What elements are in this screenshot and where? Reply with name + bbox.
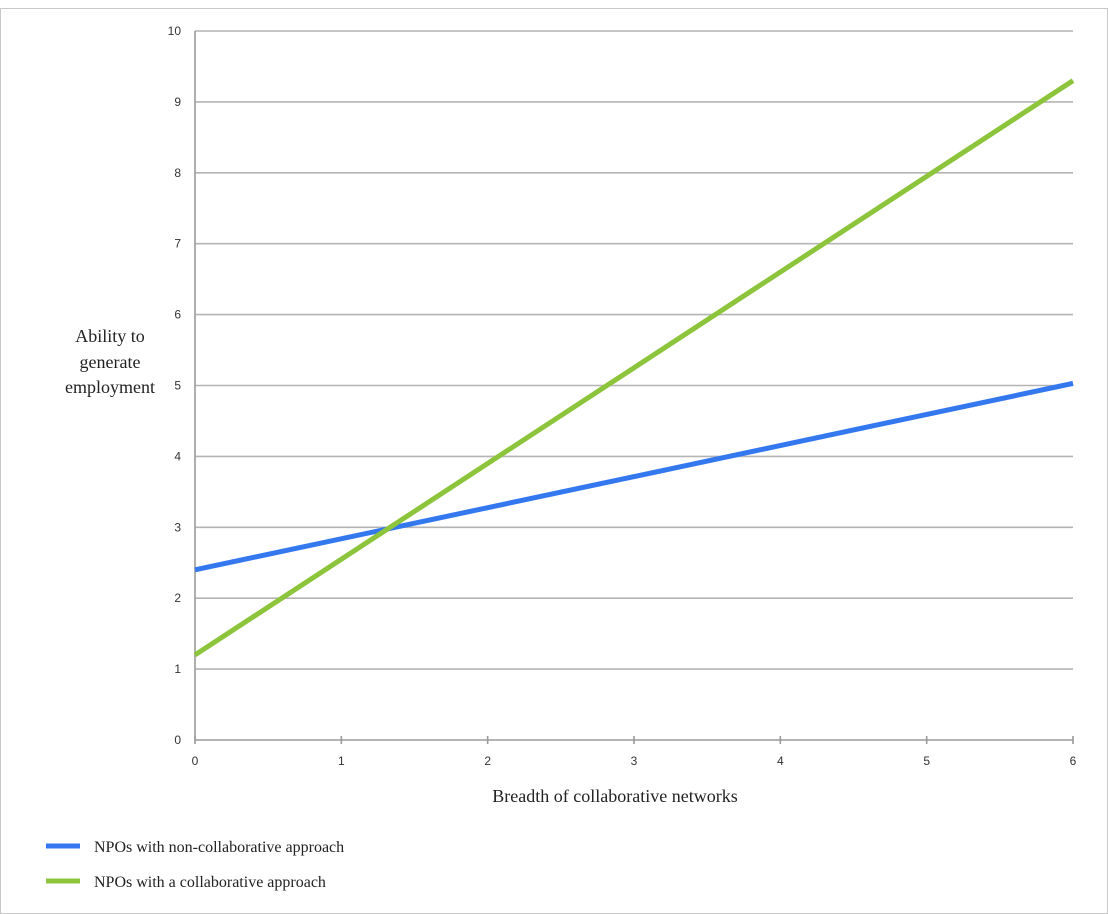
y-axis-ticks: 0 1 2 3 4 5 6 7 8 9 10 (168, 24, 182, 747)
x-axis-ticks: 0 1 2 3 4 5 6 (192, 736, 1077, 768)
y-tick-label: 8 (174, 166, 181, 180)
y-tick-label: 0 (174, 733, 181, 747)
x-tick-label: 3 (631, 754, 638, 768)
legend-label-collaborative: NPOs with a collaborative approach (94, 874, 326, 891)
y-axis-title-line-1: Ability to (75, 326, 145, 346)
y-axis-title-line-3: employment (65, 377, 155, 397)
chart-frame (0, 8, 1108, 914)
y-tick-label: 10 (168, 24, 182, 38)
y-tick-label: 1 (174, 662, 181, 676)
y-axis-title: Ability to generate employment (65, 326, 155, 397)
x-tick-label: 6 (1070, 754, 1077, 768)
grid-lines (195, 30, 1073, 670)
series-lines (193, 78, 1075, 658)
x-tick-label: 5 (923, 754, 930, 768)
x-tick-label: 0 (192, 754, 199, 768)
y-axis-title-line-2: generate (80, 352, 141, 372)
y-tick-label: 4 (174, 449, 181, 463)
x-tick-label: 4 (777, 754, 784, 768)
y-tick-label: 2 (174, 591, 181, 605)
y-tick-label: 6 (174, 308, 181, 322)
x-axis-title: Breadth of collaborative networks (492, 786, 737, 806)
series-line-collaborative (193, 78, 1075, 658)
legend: NPOs with non-collaborative approach NPO… (46, 839, 344, 891)
y-tick-label: 5 (174, 379, 181, 393)
y-tick-label: 3 (174, 520, 181, 534)
y-tick-label: 7 (174, 237, 181, 251)
legend-label-non-collaborative: NPOs with non-collaborative approach (94, 839, 344, 856)
x-tick-label: 1 (338, 754, 345, 768)
x-tick-label: 2 (484, 754, 491, 768)
legend-item: NPOs with non-collaborative approach (46, 839, 344, 856)
legend-item: NPOs with a collaborative approach (46, 874, 326, 891)
y-tick-label: 9 (174, 95, 181, 109)
series-line-non-collaborative (194, 380, 1074, 573)
